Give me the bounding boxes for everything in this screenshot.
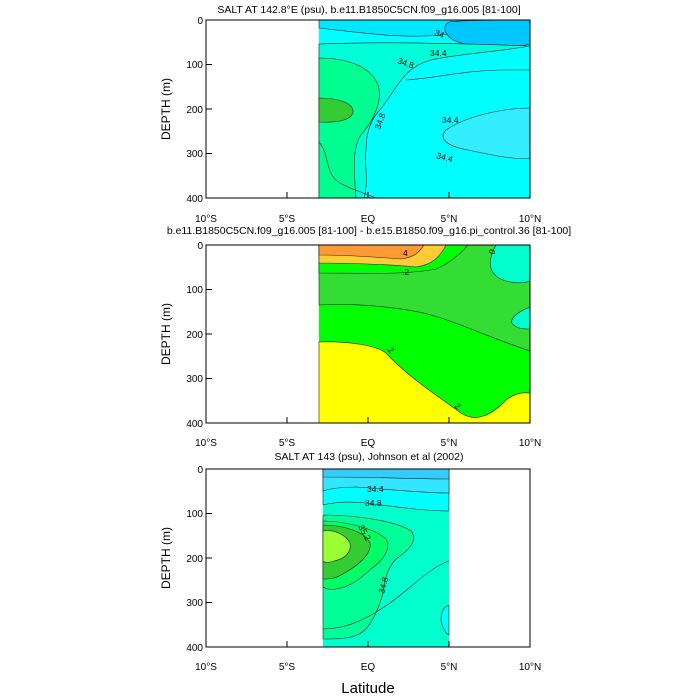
panel-1-band-34.8 (318, 57, 380, 198)
panel-1-title: SALT AT 142.8°E (psu), b.e11.B1850C5CN.f… (217, 4, 520, 16)
panel-2-plot: 4 .2 0 .2 2 (206, 245, 530, 423)
panel-3-contour-label-1: 34.4 (367, 484, 384, 494)
panel-2-xtick-10S: 10°S (195, 438, 217, 449)
panel-2-ytick-300: 300 (186, 374, 203, 385)
panel-2-band-6 (318, 245, 425, 260)
panel-3-contour-label-4: 34.8 (376, 576, 390, 595)
panel-1-xtick-5N: 5°N (441, 214, 458, 225)
panel-1-ytick-100: 100 (186, 60, 203, 71)
panel-1-contour-label-5: 34.4 (442, 115, 459, 125)
panel-2-y-axis: 0 100 200 300 400 DEPTH (m) (159, 241, 212, 430)
panel-2-xtick-10N: 10°N (519, 438, 541, 449)
panel-2-contour-label-5: 2 (453, 401, 463, 412)
panel-2-band-0-edge (511, 306, 530, 330)
panel-1-ylabel: DEPTH (m) (159, 78, 173, 140)
panel-3-band-edge (440, 604, 450, 636)
panel-2-ytick-400: 400 (186, 419, 203, 430)
panel-3-plot: 34.4 34.8 35.2 34.8 (206, 469, 530, 647)
panel-3-band-34.2 (322, 469, 450, 480)
panel-1-ytick-300: 300 (186, 149, 203, 160)
panel-1-ytick-400: 400 (186, 194, 203, 205)
panel-2-title: b.e11.B1850C5CN.f09_g16.005 [81-100] - b… (167, 225, 571, 237)
panel-2-ytick-0: 0 (197, 241, 203, 252)
panel-3-xtick-5N: 5°N (441, 662, 458, 673)
panel-3-ytick-300: 300 (186, 598, 203, 609)
panel-2-contour-label-1: 4 (403, 248, 408, 258)
panel-1-contour-label-1: 34 (433, 27, 446, 40)
panel-3-contour-label-2: 34.8 (365, 498, 382, 508)
panel-1-band-34.4-core (442, 107, 530, 159)
panel-1-xtick-10N: 10°N (519, 214, 541, 225)
panel-2-x-axis: 10°S 5°S EQ 5°N 10°N (195, 417, 541, 449)
panel-1-ytick-200: 200 (186, 105, 203, 116)
panel-3-ytick-200: 200 (186, 554, 203, 565)
panel-1-ytick-0: 0 (197, 16, 203, 27)
panel-2-xtick-5N: 5°N (441, 438, 458, 449)
panel-3-band-35.6 (322, 530, 351, 563)
panel-2-xtick-5S: 5°S (279, 438, 296, 449)
panel-1-xtick-10S: 10°S (195, 214, 217, 225)
panel-2-ylabel: DEPTH (m) (159, 303, 173, 365)
panel-3-ytick-100: 100 (186, 509, 203, 520)
panel-1-y-axis: 0 100 200 300 400 DEPTH (m) (159, 16, 212, 205)
panel-1-plot: 34 34.4 34.8 34.8 34.4 34.4 (206, 20, 530, 198)
panel-1-contour-label-2: 34.4 (430, 48, 447, 58)
panel-2-xtick-EQ: EQ (361, 438, 376, 449)
panel-2-ytick-100: 100 (186, 285, 203, 296)
panel-3-ylabel: DEPTH (m) (159, 527, 173, 589)
panel-2: b.e11.B1850C5CN.f09_g16.005 [81-100] - b… (159, 225, 571, 449)
panel-2-contour-label-3: 0 (486, 248, 497, 256)
panel-3: SALT AT 143 (psu), Johnson et al (2002) … (159, 451, 541, 673)
x-axis-label: Latitude (341, 680, 394, 697)
panel-3-x-axis: 10°S 5°S EQ 5°N 10°N (195, 641, 541, 673)
panel-3-title: SALT AT 143 (psu), Johnson et al (2002) (275, 451, 464, 463)
panel-3-y-axis: 0 100 200 300 400 DEPTH (m) (159, 465, 212, 654)
panel-3-xtick-5S: 5°S (279, 662, 296, 673)
panel-1-x-axis: 10°S 5°S EQ 5°N 10°N (195, 192, 541, 225)
panel-1-xtick-EQ: EQ (361, 214, 376, 225)
panel-1: SALT AT 142.8°E (psu), b.e11.B1850C5CN.f… (159, 4, 541, 225)
panel-1-band-35 (318, 97, 354, 123)
panel-2-contour-label-2: .2 (402, 267, 409, 277)
panel-3-ytick-0: 0 (197, 465, 203, 476)
panel-1-xtick-5S: 5°S (279, 214, 296, 225)
panel-3-xtick-EQ: EQ (361, 662, 376, 673)
panel-2-band-neg (318, 341, 530, 423)
panel-3-xtick-10N: 10°N (519, 662, 541, 673)
panel-3-xtick-10S: 10°S (195, 662, 217, 673)
panel-3-ytick-400: 400 (186, 643, 203, 654)
panel-2-ytick-200: 200 (186, 330, 203, 341)
panel-1-contour-label-6: 34.4 (435, 150, 454, 164)
